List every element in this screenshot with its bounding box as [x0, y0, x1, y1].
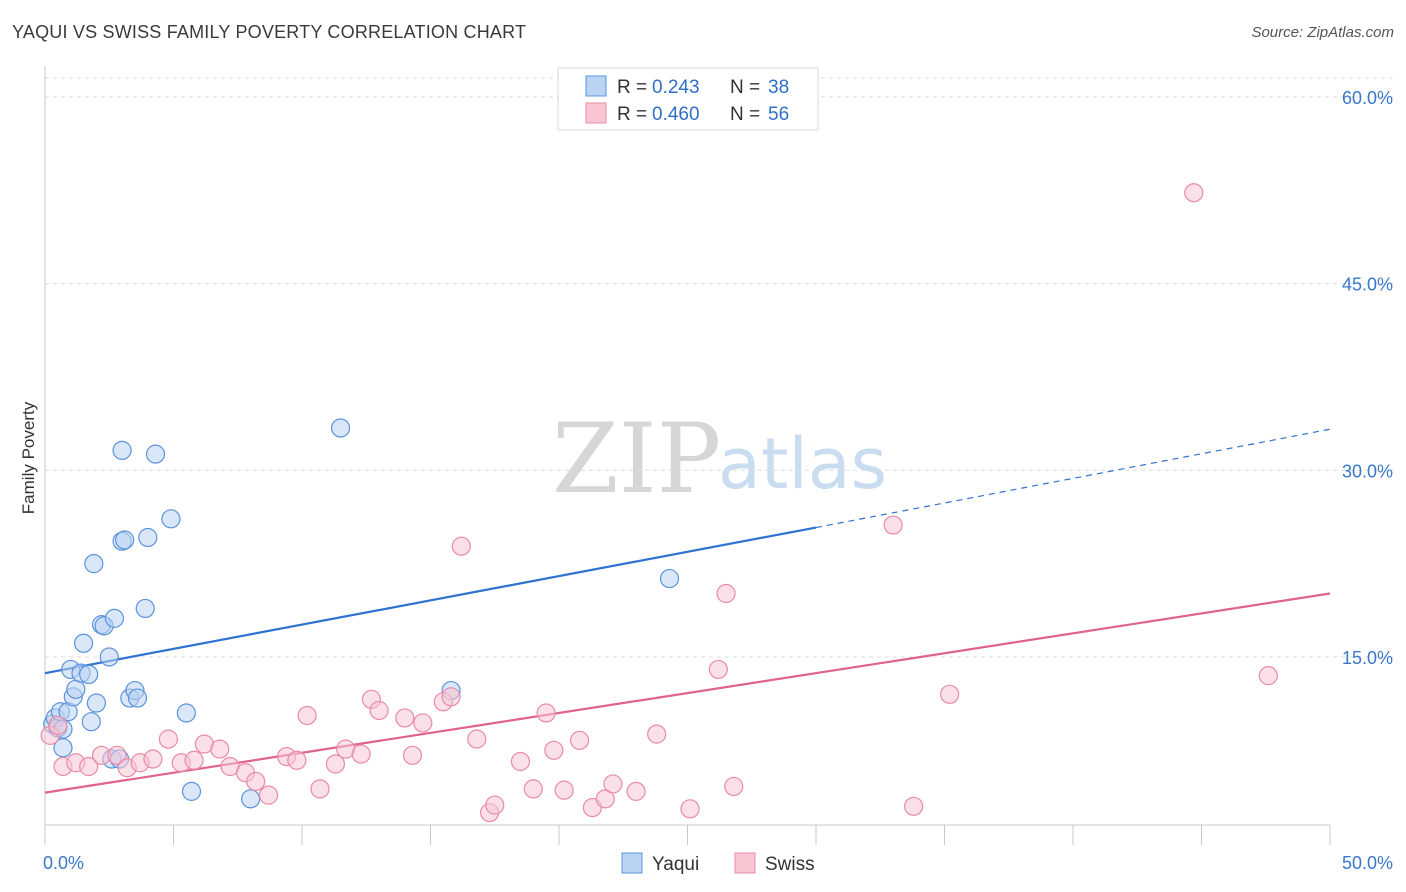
data-point-swiss-12 — [184, 750, 204, 770]
data-point-swiss-41 — [554, 780, 574, 800]
bottom-legend: Yaqui Swiss — [621, 852, 815, 875]
data-point-yaqui-13 — [81, 712, 101, 732]
y-axis-label: Family Poverty — [19, 401, 38, 514]
data-point-swiss-4 — [79, 756, 99, 777]
data-point-swiss-52 — [883, 515, 903, 535]
legend-r-label-swiss: R = — [617, 104, 647, 125]
data-point-swiss-36 — [485, 795, 505, 815]
data-point-swiss-54 — [940, 684, 960, 704]
data-point-swiss-46 — [626, 781, 646, 801]
data-point-yaqui-12 — [79, 664, 99, 685]
data-point-swiss-23 — [325, 754, 346, 774]
data-point-swiss-55 — [1184, 183, 1204, 203]
legend-n-label-yaqui: N = — [730, 77, 760, 98]
legend-n-label-swiss: N = — [730, 104, 760, 125]
bottom-legend-label-yaqui: Yaqui — [652, 854, 699, 875]
chart-title: YAQUI VS SWISS FAMILY POVERTY CORRELATIO… — [12, 22, 527, 42]
source-label: Source: ZipAtlas.com — [1251, 24, 1394, 41]
trend-line-yaqui — [44, 526, 817, 675]
axes — [44, 66, 1331, 845]
y-tick-label-3: 60.0% — [1342, 88, 1393, 108]
data-point-yaqui-11 — [73, 633, 94, 653]
data-point-yaqui-15 — [86, 693, 107, 713]
data-point-swiss-56 — [1258, 666, 1278, 686]
trend-extension-yaqui — [815, 428, 1331, 529]
data-point-yaqui-32 — [176, 703, 196, 723]
legend-r-value-yaqui: 0.243 — [652, 77, 700, 98]
data-point-swiss-22 — [310, 779, 330, 799]
data-point-yaqui-29 — [138, 527, 158, 548]
data-point-swiss-18 — [258, 785, 279, 805]
legend-n-value-yaqui: 38 — [768, 77, 789, 98]
y-tick-label-2: 45.0% — [1342, 275, 1393, 295]
data-point-yaqui-5 — [53, 738, 73, 758]
data-point-swiss-53 — [904, 796, 924, 816]
x-tick-label-0: 0.0% — [43, 853, 84, 873]
data-point-yaqui-28 — [135, 598, 155, 619]
data-point-swiss-21 — [297, 705, 317, 726]
data-point-swiss-28 — [395, 708, 415, 728]
data-points — [40, 183, 1278, 823]
data-point-yaqui-31 — [161, 509, 181, 529]
data-point-swiss-10 — [158, 729, 178, 749]
data-point-swiss-9 — [143, 749, 163, 769]
watermark: ZIP atlas — [552, 403, 887, 515]
bottom-legend-label-swiss: Swiss — [765, 854, 815, 875]
x-tick-label-1: 50.0% — [1342, 853, 1393, 873]
legend-swatch-swiss — [585, 102, 607, 124]
y-tick-label-0: 15.0% — [1342, 648, 1393, 668]
data-point-swiss-47 — [647, 724, 667, 744]
data-point-swiss-45 — [603, 774, 623, 794]
bottom-legend-swatch-yaqui — [621, 852, 643, 874]
data-point-yaqui-37 — [659, 568, 680, 589]
grid-lines — [45, 77, 1395, 658]
legend-r-value-swiss: 0.460 — [652, 104, 700, 125]
data-point-yaqui-34 — [241, 789, 261, 809]
data-point-swiss-1 — [48, 715, 68, 736]
legend-n-value-swiss: 56 — [768, 104, 789, 125]
data-point-swiss-34 — [467, 729, 487, 749]
data-point-yaqui-30 — [145, 444, 166, 464]
data-point-swiss-50 — [716, 583, 736, 604]
legend-r-label-yaqui: R = — [617, 77, 647, 98]
data-point-swiss-25 — [351, 744, 371, 764]
data-point-swiss-44 — [595, 789, 615, 809]
legend: R = 0.243 N = 38 R = 0.460 N = 56 — [557, 67, 819, 131]
data-point-yaqui-27 — [127, 688, 148, 708]
tick-labels: 15.0% 30.0% 45.0% 60.0% 0.0% 50.0% — [43, 88, 1393, 873]
data-point-yaqui-23 — [112, 440, 132, 460]
watermark-atlas: atlas — [718, 423, 887, 505]
data-point-swiss-14 — [210, 739, 230, 759]
data-point-swiss-29 — [402, 745, 423, 765]
data-point-swiss-6 — [107, 745, 127, 765]
y-tick-label-1: 30.0% — [1342, 461, 1393, 481]
data-point-yaqui-9 — [66, 679, 86, 699]
data-point-swiss-30 — [413, 713, 433, 733]
data-point-swiss-38 — [523, 779, 543, 799]
data-point-yaqui-20 — [104, 608, 124, 628]
data-point-yaqui-33 — [181, 781, 202, 801]
data-point-swiss-39 — [536, 703, 556, 723]
data-point-swiss-49 — [708, 659, 728, 680]
data-point-swiss-27 — [369, 700, 389, 721]
data-point-swiss-48 — [680, 799, 700, 819]
data-point-swiss-32 — [441, 687, 461, 707]
data-point-swiss-37 — [510, 751, 531, 772]
legend-swatch-yaqui — [585, 75, 607, 97]
bottom-legend-swatch-swiss — [734, 852, 756, 874]
data-point-yaqui-24 — [115, 530, 135, 550]
data-point-swiss-20 — [287, 750, 307, 770]
data-point-yaqui-14 — [84, 554, 104, 574]
data-point-swiss-33 — [451, 536, 471, 556]
data-point-swiss-17 — [246, 771, 266, 792]
data-point-yaqui-35 — [330, 418, 351, 438]
trend-line-swiss — [44, 592, 1331, 794]
trend-lines — [44, 428, 1331, 794]
watermark-zip: ZIP — [552, 403, 721, 515]
data-point-swiss-42 — [569, 730, 590, 750]
data-point-swiss-51 — [724, 776, 744, 797]
data-point-yaqui-18 — [99, 647, 119, 667]
data-point-swiss-40 — [544, 740, 564, 760]
